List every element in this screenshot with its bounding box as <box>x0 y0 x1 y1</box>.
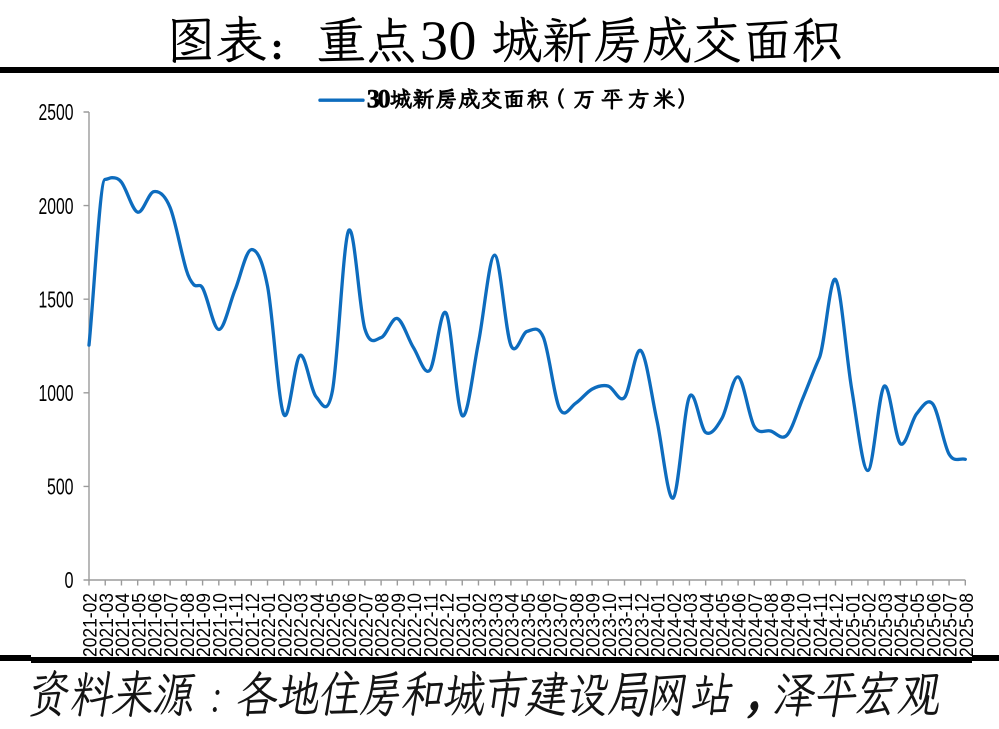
svg-text:2024-03: 2024-03 <box>680 593 702 657</box>
svg-text:2500: 2500 <box>39 99 74 125</box>
svg-text:2021-08: 2021-08 <box>177 593 199 657</box>
svg-text:2021-09: 2021-09 <box>193 593 215 657</box>
svg-text:2022-02: 2022-02 <box>274 593 296 657</box>
svg-text:2021-05: 2021-05 <box>128 593 150 657</box>
svg-text:2022-04: 2022-04 <box>307 593 329 657</box>
svg-text:2025-08: 2025-08 <box>956 593 978 657</box>
svg-text:2023-11: 2023-11 <box>615 593 637 657</box>
svg-text:2025-05: 2025-05 <box>907 593 929 657</box>
svg-text:2022-08: 2022-08 <box>372 593 394 657</box>
svg-text:2024-11: 2024-11 <box>810 593 832 657</box>
svg-text:2024-04: 2024-04 <box>696 593 718 657</box>
svg-text:2022-10: 2022-10 <box>404 593 426 657</box>
svg-text:2022-06: 2022-06 <box>339 593 361 657</box>
svg-text:2023-12: 2023-12 <box>631 593 653 657</box>
svg-text:2023-01: 2023-01 <box>453 593 475 657</box>
svg-text:2021-02: 2021-02 <box>80 593 102 657</box>
svg-text:2023-05: 2023-05 <box>518 593 540 657</box>
svg-text:2024-05: 2024-05 <box>712 593 734 657</box>
svg-text:2021-10: 2021-10 <box>209 593 231 657</box>
svg-text:2023-09: 2023-09 <box>583 593 605 657</box>
svg-text:2024-10: 2024-10 <box>794 593 816 657</box>
svg-text:2024-02: 2024-02 <box>664 593 686 657</box>
svg-text:2021-06: 2021-06 <box>145 593 167 657</box>
svg-text:500: 500 <box>47 474 74 500</box>
svg-text:2025-03: 2025-03 <box>875 593 897 657</box>
svg-text:2023-07: 2023-07 <box>550 593 572 657</box>
svg-text:2022-05: 2022-05 <box>323 593 345 657</box>
svg-text:2023-08: 2023-08 <box>566 593 588 657</box>
svg-text:2023-04: 2023-04 <box>502 593 524 657</box>
svg-text:2023-06: 2023-06 <box>534 593 556 657</box>
svg-text:2024-06: 2024-06 <box>729 593 751 657</box>
svg-text:2024-09: 2024-09 <box>777 593 799 657</box>
svg-text:2025-07: 2025-07 <box>940 593 962 657</box>
svg-text:2025-02: 2025-02 <box>859 593 881 657</box>
svg-text:2021-11: 2021-11 <box>226 593 248 657</box>
svg-text:2021-04: 2021-04 <box>112 593 134 657</box>
svg-text:2022-11: 2022-11 <box>420 593 442 657</box>
svg-text:2023-10: 2023-10 <box>599 593 621 657</box>
svg-text:2024-07: 2024-07 <box>745 593 767 657</box>
svg-text:2025-06: 2025-06 <box>923 593 945 657</box>
svg-text:2023-03: 2023-03 <box>485 593 507 657</box>
svg-text:2024-08: 2024-08 <box>761 593 783 657</box>
svg-text:2025-01: 2025-01 <box>842 593 864 657</box>
svg-text:2022-12: 2022-12 <box>437 593 459 657</box>
svg-text:2023-02: 2023-02 <box>469 593 491 657</box>
svg-text:2021-07: 2021-07 <box>161 593 183 657</box>
svg-text:2021-03: 2021-03 <box>96 593 118 657</box>
svg-text:2024-12: 2024-12 <box>826 593 848 657</box>
svg-text:2022-03: 2022-03 <box>291 593 313 657</box>
svg-text:2025-04: 2025-04 <box>891 593 913 657</box>
svg-text:2022-07: 2022-07 <box>355 593 377 657</box>
svg-text:2022-09: 2022-09 <box>388 593 410 657</box>
svg-text:1500: 1500 <box>39 286 74 312</box>
svg-text:0: 0 <box>65 567 74 593</box>
svg-text:1000: 1000 <box>39 380 74 406</box>
svg-text:2022-01: 2022-01 <box>258 593 280 657</box>
svg-text:2000: 2000 <box>39 193 74 219</box>
svg-text:2021-12: 2021-12 <box>242 593 264 657</box>
svg-text:2024-01: 2024-01 <box>648 593 670 657</box>
